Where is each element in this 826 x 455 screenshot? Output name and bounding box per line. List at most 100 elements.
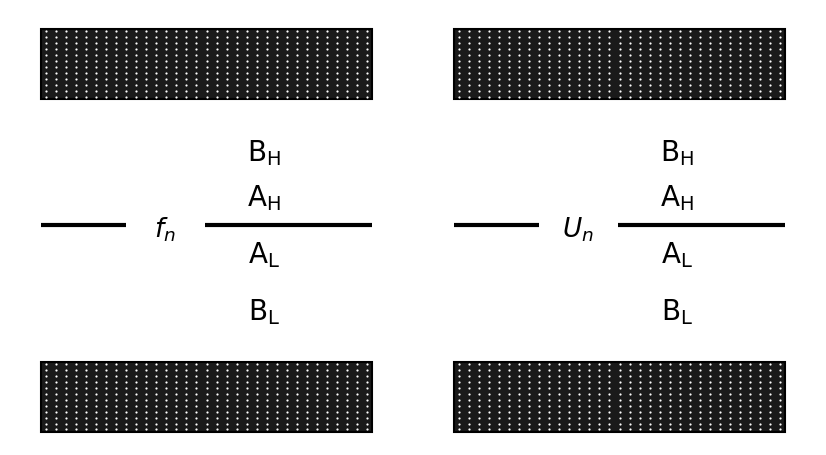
Point: [653, 58, 667, 66]
Point: [120, 361, 133, 368]
Point: [713, 70, 726, 77]
Point: [623, 29, 636, 36]
Point: [683, 35, 696, 42]
Point: [130, 408, 143, 415]
Point: [673, 396, 686, 404]
Point: [240, 64, 253, 71]
Point: [90, 70, 103, 77]
Point: [482, 384, 496, 392]
Point: [230, 88, 243, 95]
Point: [453, 373, 466, 380]
Point: [140, 88, 153, 95]
Point: [290, 35, 303, 42]
Point: [703, 46, 716, 54]
Point: [280, 420, 293, 427]
Point: [180, 390, 193, 398]
Point: [50, 29, 63, 36]
Point: [190, 373, 203, 380]
Point: [350, 35, 363, 42]
Point: [643, 361, 656, 368]
Point: [250, 52, 263, 60]
Point: [120, 29, 133, 36]
Point: [310, 82, 323, 89]
Point: [553, 46, 566, 54]
Point: [593, 420, 606, 427]
Point: [140, 70, 153, 77]
Point: [553, 94, 566, 101]
Point: [543, 29, 556, 36]
Point: [100, 361, 113, 368]
Point: [340, 367, 354, 374]
Point: [50, 64, 63, 71]
Point: [300, 379, 313, 386]
Point: [633, 408, 646, 415]
Point: [553, 52, 566, 60]
Point: [472, 29, 486, 36]
Point: [663, 46, 676, 54]
Point: [210, 384, 223, 392]
Point: [763, 379, 776, 386]
Point: [643, 390, 656, 398]
Point: [583, 402, 596, 410]
Point: [673, 58, 686, 66]
Point: [563, 76, 576, 83]
Point: [330, 88, 344, 95]
Point: [130, 46, 143, 54]
Point: [533, 408, 546, 415]
Point: [453, 70, 466, 77]
Point: [773, 29, 786, 36]
Point: [150, 29, 163, 36]
Point: [200, 384, 213, 392]
Point: [220, 58, 233, 66]
Point: [533, 64, 546, 71]
Point: [180, 420, 193, 427]
Point: [673, 35, 686, 42]
Point: [150, 408, 163, 415]
Point: [683, 420, 696, 427]
Point: [330, 46, 344, 54]
Point: [320, 64, 334, 71]
Point: [330, 82, 344, 89]
Point: [763, 40, 776, 48]
Point: [693, 94, 706, 101]
Point: [79, 76, 93, 83]
Point: [230, 52, 243, 60]
Point: [743, 94, 757, 101]
Point: [59, 426, 73, 433]
Point: [673, 64, 686, 71]
Point: [583, 367, 596, 374]
Point: [613, 82, 626, 89]
Point: [553, 35, 566, 42]
Point: [453, 402, 466, 410]
Point: [773, 82, 786, 89]
Point: [170, 40, 183, 48]
Point: [250, 29, 263, 36]
Point: [553, 373, 566, 380]
Point: [180, 35, 193, 42]
Point: [523, 82, 536, 89]
Point: [463, 46, 476, 54]
Point: [340, 94, 354, 101]
Point: [190, 40, 203, 48]
Point: [743, 88, 757, 95]
Point: [220, 29, 233, 36]
Point: [350, 94, 363, 101]
Point: [553, 367, 566, 374]
Point: [533, 40, 546, 48]
Point: [753, 379, 767, 386]
Point: [280, 361, 293, 368]
Point: [513, 35, 526, 42]
Point: [120, 384, 133, 392]
Point: [180, 402, 193, 410]
Point: [240, 414, 253, 421]
Point: [733, 379, 747, 386]
Point: [310, 76, 323, 83]
Point: [663, 88, 676, 95]
Point: [69, 367, 83, 374]
Point: [733, 390, 747, 398]
Point: [453, 367, 466, 374]
Point: [593, 70, 606, 77]
Point: [683, 94, 696, 101]
Point: [190, 64, 203, 71]
Point: [543, 414, 556, 421]
